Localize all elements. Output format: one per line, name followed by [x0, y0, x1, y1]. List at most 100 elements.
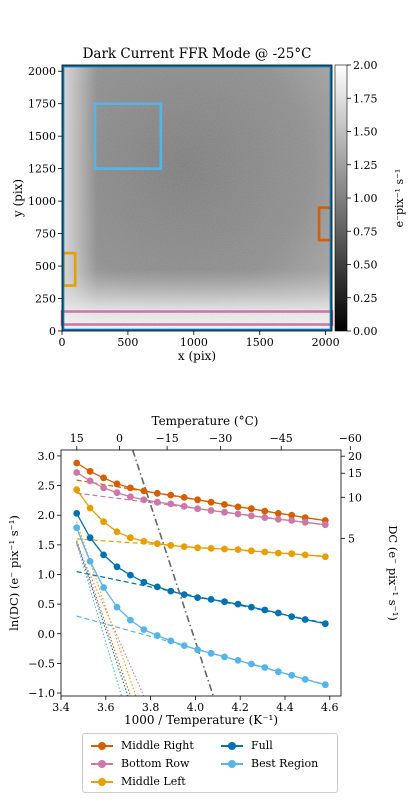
data-point-full [261, 606, 269, 614]
legend-marker [91, 759, 113, 768]
data-point-middle-right [234, 503, 242, 511]
data-point-middle-left [167, 542, 175, 549]
data-point-full [301, 616, 309, 623]
data-point-bottom-row [261, 514, 269, 521]
plot-y-label: ln(DC) (e⁻ pix⁻¹ s⁻¹) [7, 515, 21, 631]
right-tick-label: 15 [348, 467, 362, 480]
data-point-bottom-row [113, 489, 121, 497]
x-tick-label: 2000 [312, 336, 340, 349]
colorbar-label: e⁻pix⁻¹ s⁻¹ [393, 169, 406, 228]
data-point-bottom-row [288, 517, 296, 524]
plot-points [73, 459, 329, 689]
legend-item-bottom-row: Bottom Row [91, 757, 189, 770]
x-tick-label: 3.8 [142, 701, 160, 714]
data-point-middle-left [274, 549, 282, 557]
data-point-bottom-row [140, 496, 148, 504]
data-point-full [167, 587, 175, 595]
data-point-bottom-row [221, 508, 228, 516]
data-point-full [194, 594, 202, 601]
right-tick-label: 20 [348, 450, 362, 463]
y-tick-label: 0 [49, 325, 56, 338]
region-full [62, 65, 332, 331]
data-point-middle-left [207, 545, 215, 552]
data-point-middle-right [194, 496, 202, 504]
crossover-line [131, 449, 215, 697]
fit-warm-middle-left [76, 521, 137, 697]
heatmap-x-ticks: 0 500 1000 1500 2000 [59, 331, 340, 349]
plot-right-y-label: DC (e⁻ pix⁻¹ s⁻¹) [386, 525, 400, 621]
heatmap-y-ticks: 0 250 500 750 1000 1250 1500 1750 2000 [28, 65, 62, 338]
data-point-middle-right [73, 459, 81, 467]
data-point-middle-right [113, 480, 121, 488]
data-point-full [221, 598, 228, 606]
data-point-middle-right [221, 501, 228, 508]
colorbar-tick-label: 0.75 [353, 225, 378, 238]
x-tick-label: 500 [117, 336, 138, 349]
fit-warm-middle-right [76, 540, 131, 697]
y-tick-label: −1.0 [28, 687, 55, 700]
right-tick-label: 5 [348, 532, 355, 545]
top-tick-label: −60 [339, 432, 362, 445]
y-tick-label: 1750 [28, 98, 56, 111]
data-point-full [100, 551, 107, 559]
data-point-middle-left [221, 545, 228, 553]
data-point-full [234, 600, 242, 608]
fit-warm-full [76, 542, 129, 697]
data-point-full [288, 613, 296, 620]
data-point-middle-right [274, 510, 282, 517]
data-point-middle-left [288, 550, 296, 558]
plot-x-ticks: 3.4 3.6 3.8 4.0 4.2 4.4 4.6 [52, 696, 339, 714]
x-tick-label: 3.6 [97, 701, 115, 714]
data-point-bottom-row [153, 498, 161, 506]
y-tick-label: 3.0 [38, 450, 56, 463]
data-point-best-region [207, 649, 215, 657]
data-point-bottom-row [180, 502, 188, 510]
legend-label: Best Region [251, 757, 319, 770]
data-point-best-region [113, 603, 121, 611]
y-tick-label: 250 [35, 293, 56, 306]
data-point-bottom-row [126, 493, 134, 501]
y-tick-label: 1000 [28, 195, 56, 208]
plot-frame [60, 449, 342, 697]
colorbar-tick-label: 2.00 [353, 59, 378, 72]
legend-label: Middle Right [121, 739, 194, 752]
colorbar-tick-label: 0.50 [353, 259, 378, 272]
data-point-full [321, 620, 329, 628]
data-point-bottom-row [207, 507, 215, 514]
plot-top-ticks: 15 0 −15 −30 −45 −60 [70, 432, 362, 450]
data-point-bottom-row [167, 500, 175, 508]
heatmap-noise [62, 65, 332, 331]
data-point-middle-right [288, 511, 296, 519]
legend-marker [91, 777, 113, 786]
data-point-middle-left [261, 548, 269, 556]
plot-lines [76, 449, 326, 697]
data-point-middle-left [248, 547, 255, 555]
colorbar-tick-label: 0.00 [353, 325, 378, 338]
data-point-middle-right [167, 491, 175, 499]
data-point-middle-right [301, 514, 309, 521]
data-point-middle-right [261, 507, 269, 515]
data-point-middle-right [140, 487, 148, 495]
data-point-bottom-row [234, 510, 242, 518]
y-tick-label: 2.5 [38, 480, 56, 493]
data-point-bottom-row [73, 469, 81, 476]
data-point-middle-left [126, 534, 134, 542]
data-point-middle-left [73, 486, 81, 494]
data-point-best-region [153, 632, 161, 639]
y-tick-label: 2000 [28, 65, 56, 78]
colorbar-tick-label: 1.50 [353, 126, 378, 139]
plot-right-ticks: 5 10 15 20 [341, 450, 362, 545]
data-point-best-region [100, 584, 107, 591]
legend-label: Bottom Row [121, 757, 190, 770]
data-point-middle-left [86, 504, 94, 512]
y-tick-label: 1.5 [38, 539, 56, 552]
data-point-best-region [234, 657, 242, 664]
colorbar-ticks: 0.00 0.25 0.50 0.75 1.00 1.25 1.50 1.75 2.00 [347, 59, 378, 338]
legend-marker [221, 759, 243, 768]
data-point-best-region [261, 664, 269, 671]
data-point-full [180, 591, 188, 598]
x-tick-label: 4.6 [321, 701, 339, 714]
plot-x-label: 1000 / Temperature (K⁻¹) [124, 713, 278, 727]
data-point-full [86, 534, 94, 542]
heatmap-panel: Dark Current FFR Mode @ -25°C 0 500 1000 15… [11, 46, 406, 363]
